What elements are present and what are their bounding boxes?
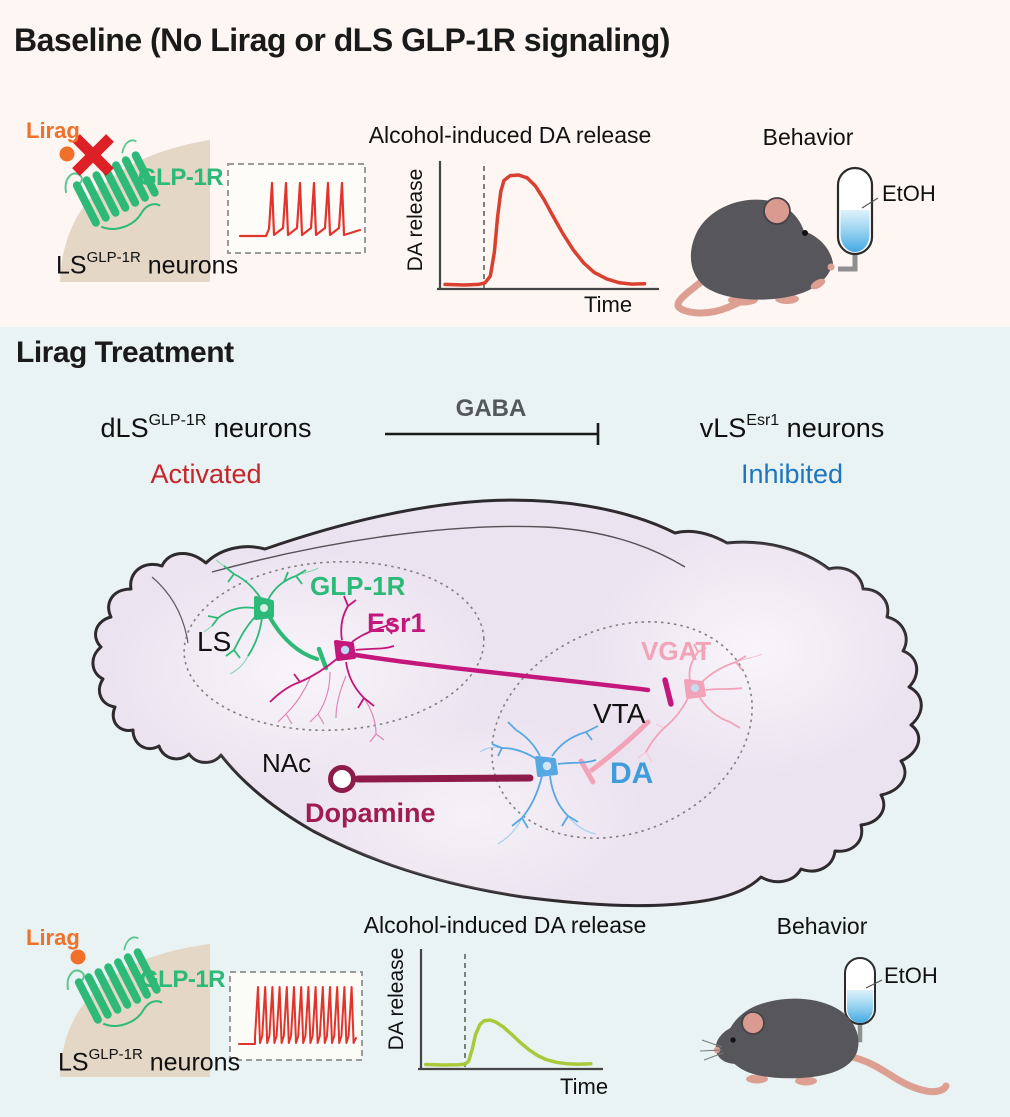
brain-ls-label: LS [197,626,232,657]
glp1r-receptor-label-treatment: GLP-1R [140,966,226,993]
brain-da-label: DA [610,757,654,790]
treatment-panel [0,327,1010,1117]
da-plot-xlabel-treatment: Time [560,1074,609,1099]
glp1r-receptor-label-baseline: GLP-1R [138,164,224,191]
brain-esr1-label: Esr1 [367,608,426,638]
behavior-title-treatment: Behavior [776,913,868,939]
activated-state-label: Activated [150,459,262,489]
da-plot-title-baseline: Alcohol-induced DA release [368,122,652,148]
gaba-label: GABA [455,395,527,422]
ls-neurons-label-baseline: LSGLP-1R neurons [56,249,239,280]
behavior-title-baseline: Behavior [762,124,854,150]
da-plot-title-treatment: Alcohol-induced DA release [363,912,647,938]
brain-glp1r-label: GLP-1R [310,571,406,601]
brain-vgat-label: VGAT [641,636,712,666]
lirag-label-baseline: Lirag [26,118,80,143]
lirag-label-treatment: Lirag [26,925,80,950]
da-plot-ylabel-baseline: DA release [404,168,427,272]
brain-vta-label: VTA [593,698,646,729]
da-plot-ylabel-treatment: DA release [385,947,408,1051]
inhibited-state-label: Inhibited [740,459,844,489]
brain-dopamine-label: Dopamine [305,798,436,828]
brain-nac-label: NAc [262,748,312,778]
ls-neurons-label-treatment: LSGLP-1R neurons [58,1046,241,1077]
treatment-title: Lirag Treatment [16,336,234,369]
etoh-label-baseline: EtOH [882,181,936,206]
vls-neurons-label: vLSEsr1 neurons [699,412,885,443]
da-plot-xlabel-baseline: Time [584,292,633,317]
baseline-title: Baseline (No Lirag or dLS GLP-1R signali… [14,22,670,58]
etoh-label-treatment: EtOH [884,963,938,988]
dls-neurons-label: dLSGLP-1R neurons [100,412,312,443]
